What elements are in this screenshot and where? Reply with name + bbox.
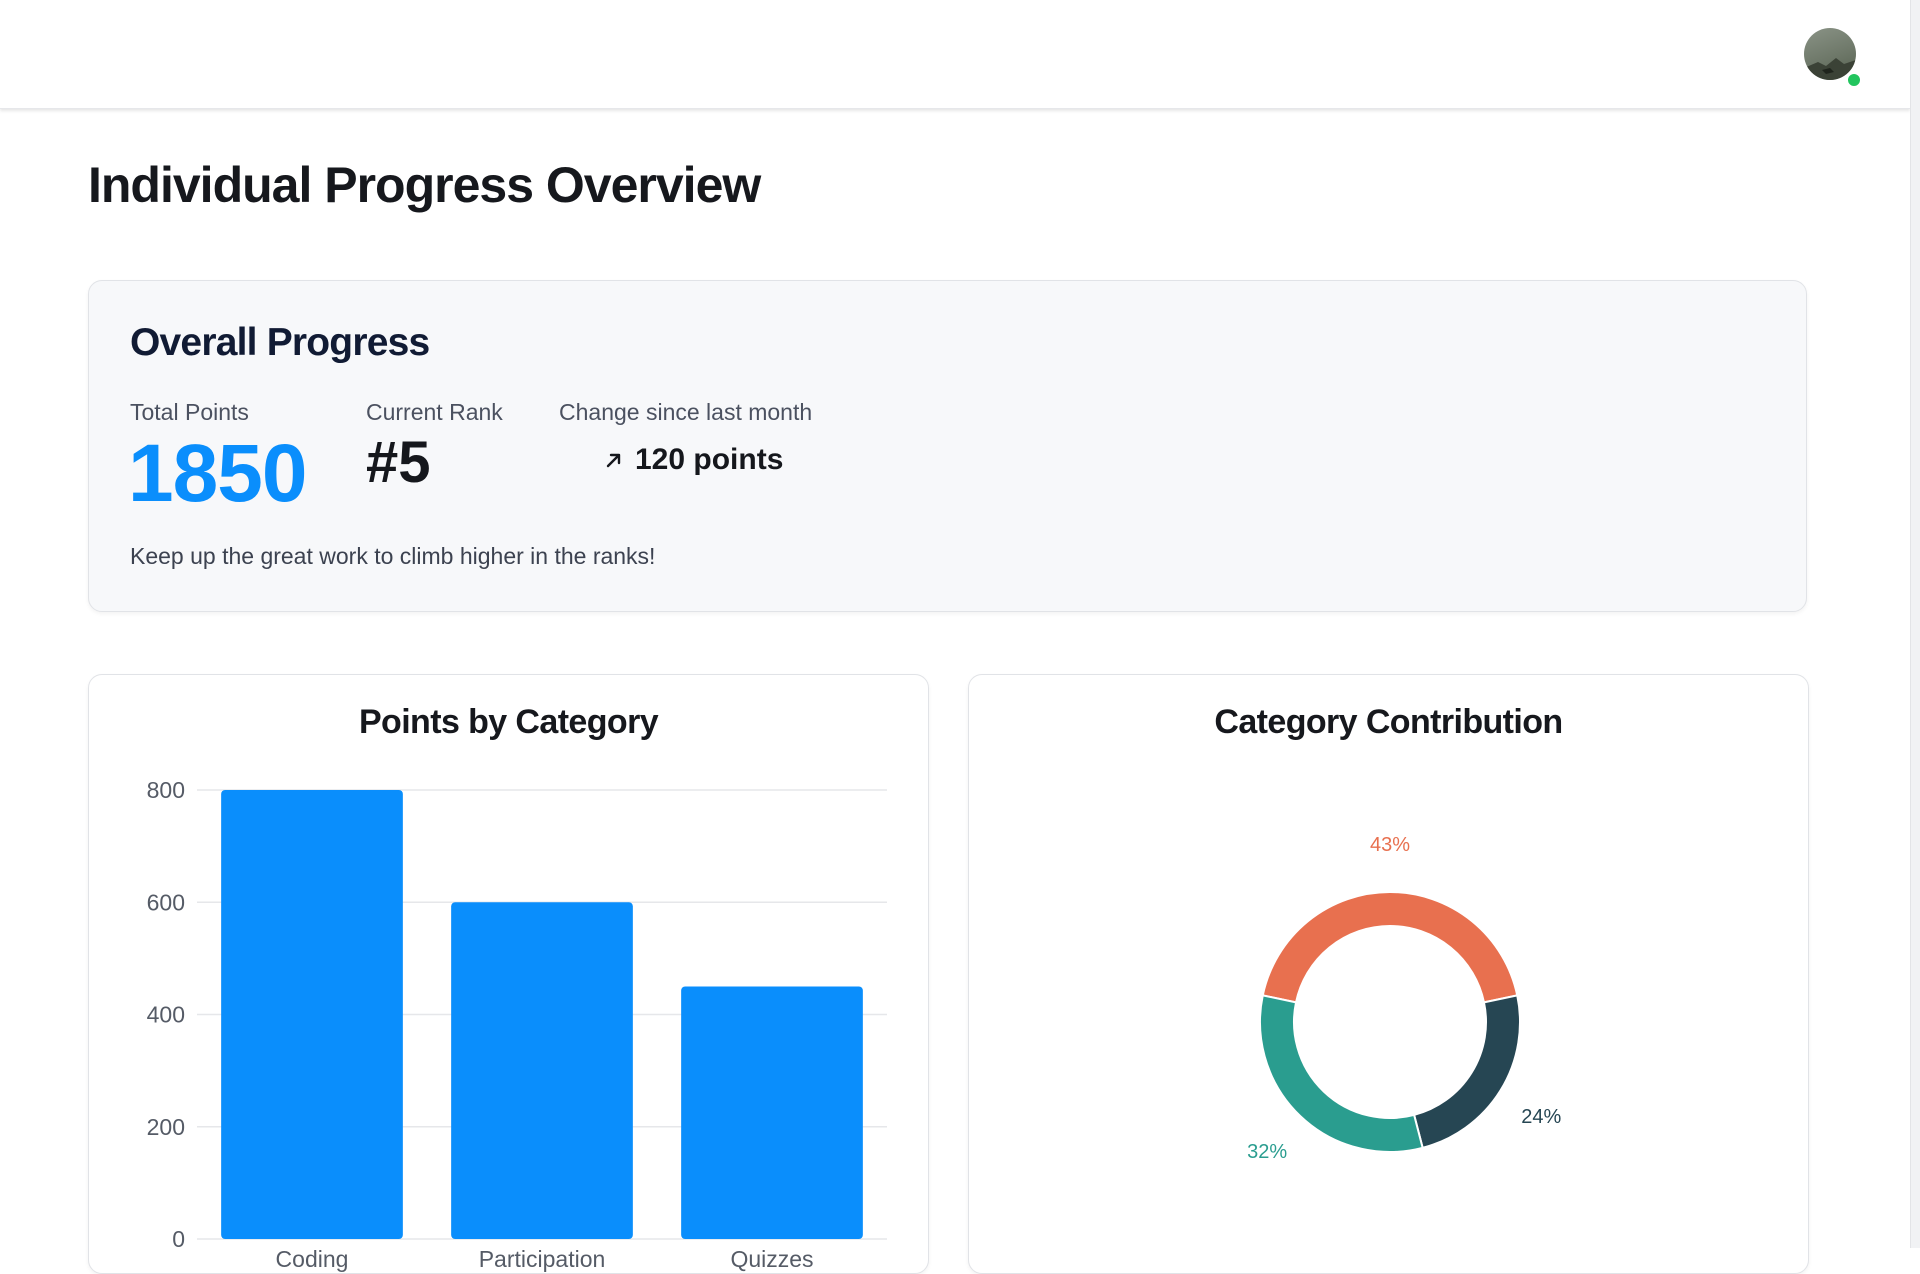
change-value-text: 120 points xyxy=(635,443,784,476)
scrollbar-track[interactable] xyxy=(1910,0,1920,1248)
slice-label: 24% xyxy=(1521,1106,1561,1128)
page-title: Individual Progress Overview xyxy=(88,157,761,213)
change-label: Change since last month xyxy=(559,399,813,425)
y-tick-label: 400 xyxy=(147,1002,185,1028)
total-points-value: 1850 xyxy=(128,428,307,519)
donut-chart-title: Category Contribution xyxy=(1214,703,1563,741)
current-rank-value: #5 xyxy=(366,430,431,495)
bar[interactable] xyxy=(681,986,863,1239)
bar-chart: 0 200 400 600 800 Coding Participation Quizzes xyxy=(147,777,887,1272)
top-bar xyxy=(0,0,1910,109)
y-tick-label: 200 xyxy=(147,1114,185,1140)
y-tick-label: 800 xyxy=(147,777,185,803)
x-tick-label: Coding xyxy=(276,1246,349,1272)
bar[interactable] xyxy=(221,790,403,1239)
x-tick-label: Participation xyxy=(479,1246,606,1272)
overall-progress-card: Overall Progress Total Points 1850 Curre… xyxy=(88,280,1807,612)
encouragement-message: Keep up the great work to climb higher i… xyxy=(130,543,656,569)
donut-slice[interactable] xyxy=(1259,994,1424,1153)
avatar-image-icon xyxy=(1804,58,1856,80)
donut-slice[interactable] xyxy=(1412,994,1521,1150)
x-tick-label: Quizzes xyxy=(730,1246,813,1272)
arrow-up-right-icon xyxy=(606,453,621,468)
slice-label: 32% xyxy=(1247,1141,1287,1163)
slice-label: 43% xyxy=(1370,834,1410,856)
bar-chart-title: Points by Category xyxy=(358,703,659,741)
online-status-dot xyxy=(1846,72,1862,88)
donut-slice[interactable] xyxy=(1261,891,1519,1004)
category-contribution-card: Category Contribution 43% 24% 32% xyxy=(968,674,1809,1274)
avatar[interactable] xyxy=(1804,28,1856,80)
y-tick-label: 0 xyxy=(172,1226,185,1252)
donut-chart: 43% 24% 32% xyxy=(1247,834,1561,1163)
current-rank-label: Current Rank xyxy=(366,399,503,425)
change-value: 120 points xyxy=(603,443,783,477)
total-points-label: Total Points xyxy=(130,399,249,425)
bar[interactable] xyxy=(451,902,633,1239)
points-by-category-card: Points by Category 0 200 400 600 800 Coding Pa… xyxy=(88,674,929,1274)
y-tick-label: 600 xyxy=(147,889,185,915)
overall-progress-title: Overall Progress xyxy=(130,321,430,364)
